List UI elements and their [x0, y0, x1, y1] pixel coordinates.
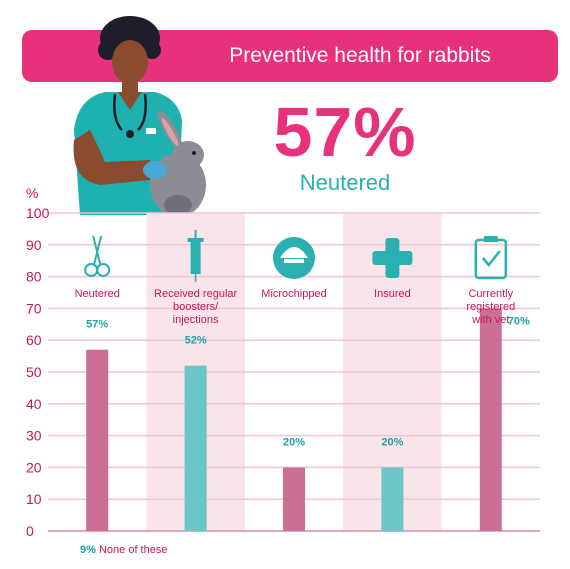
data-label: 20% [283, 436, 305, 448]
y-axis-unit: % [26, 185, 39, 201]
y-tick-label: 90 [26, 237, 42, 253]
y-tick-label: 80 [26, 269, 42, 285]
y-tick-label: 60 [26, 332, 42, 348]
vet-with-rabbit-illustration [73, 16, 206, 215]
hero-value: 57% [273, 93, 417, 171]
page-title: Preventive health for rabbits [229, 44, 491, 67]
hero-stat: 57% Neutered [250, 96, 440, 196]
hero-label: Neutered [299, 170, 391, 195]
data-label: 52% [185, 335, 207, 347]
bar [479, 308, 502, 531]
y-tick-label: 70 [26, 300, 42, 316]
y-tick-label: 10 [26, 491, 42, 507]
bar [184, 365, 207, 531]
scissors-icon [84, 235, 111, 277]
y-tick-label: 20 [26, 459, 42, 475]
y-tick-label: 30 [26, 428, 42, 444]
y-tick-label: 0 [26, 523, 34, 539]
category-label: Currently registered with vet [466, 288, 515, 326]
y-tick-label: 40 [26, 396, 42, 412]
data-label: 20% [381, 436, 403, 448]
data-label: 70% [508, 315, 530, 327]
bar [86, 349, 109, 531]
syringe-icon [187, 230, 204, 282]
category-label: Microchipped [261, 288, 326, 300]
footnote-value: 9% [80, 544, 96, 556]
bar [283, 467, 305, 531]
category-label: Received regular boosters/injections [154, 288, 237, 326]
y-tick-label: 100 [26, 205, 50, 221]
microchip-icon [273, 237, 315, 279]
clipboard-check-icon [474, 236, 508, 280]
footnote: 9% None of these [80, 544, 167, 556]
data-label: 57% [86, 319, 108, 331]
footnote-label: None of these [98, 544, 168, 556]
category-label: Neutered [75, 288, 120, 300]
y-tick-label: 50 [26, 364, 42, 380]
category-label: Insured [374, 288, 411, 300]
bar [381, 467, 404, 531]
plaster-icon [372, 238, 413, 278]
